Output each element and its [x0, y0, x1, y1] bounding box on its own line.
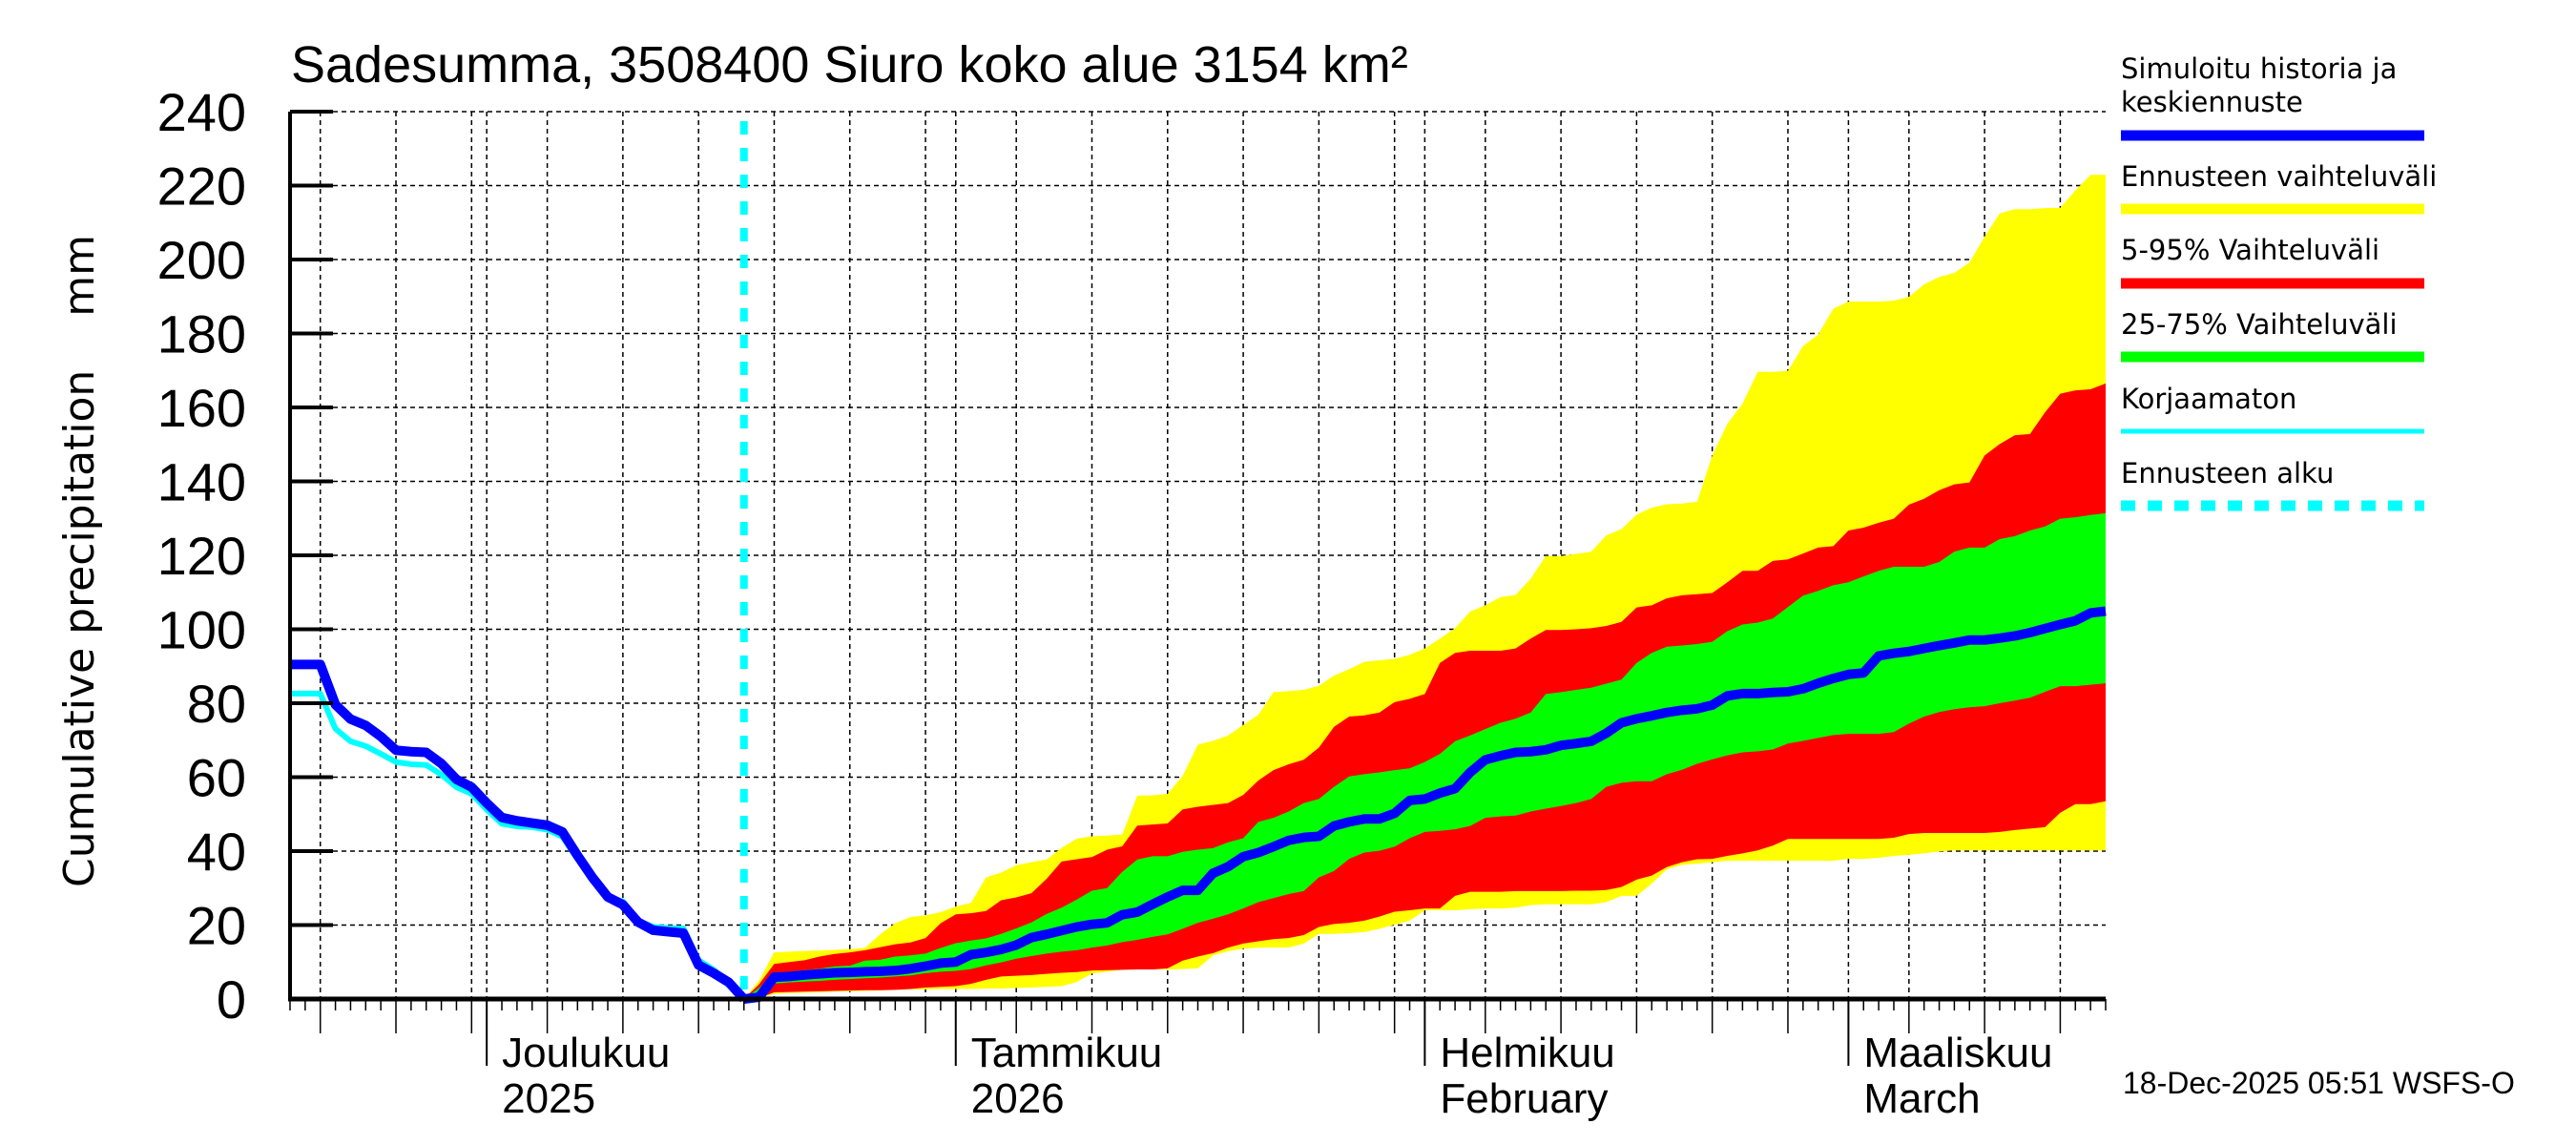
month-label: Maaliskuu	[1863, 1030, 2052, 1076]
y-tick-label: 220	[157, 156, 246, 217]
y-tick-label: 180	[157, 304, 246, 364]
axes	[288, 110, 2107, 1066]
month-sublabel: 2025	[502, 1075, 595, 1122]
legend-label: 5-95% Vaihteluväli	[2121, 234, 2379, 266]
y-tick-label: 140	[157, 452, 246, 512]
month-label: Tammikuu	[971, 1030, 1162, 1076]
series-lines	[290, 121, 2107, 1004]
month-sublabel: 2026	[971, 1075, 1065, 1122]
simulated-history-line	[290, 659, 748, 1003]
p5-95-band	[743, 383, 2106, 999]
y-tick-label: 20	[187, 896, 246, 956]
forecast-median-line	[743, 606, 2107, 1004]
month-sublabel: March	[1863, 1075, 1980, 1122]
y-tick-label: 60	[187, 748, 246, 808]
legend-label: Ennusteen alku	[2121, 457, 2334, 489]
forecast-bands	[743, 175, 2106, 999]
legend-label: Simuloitu historia ja	[2121, 52, 2397, 85]
y-tick-label: 200	[157, 230, 246, 290]
month-label: Joulukuu	[502, 1030, 670, 1076]
legend-label: Korjaamaton	[2121, 383, 2296, 415]
y-tick-label: 120	[157, 526, 246, 586]
p25-75-band	[743, 512, 2106, 999]
legend-label: keskiennuste	[2121, 86, 2303, 118]
legend-label: Ennusteen vaihteluväli	[2121, 160, 2437, 193]
legend-label: 25-75% Vaihteluväli	[2121, 308, 2398, 341]
y-tick-label: 160	[157, 378, 246, 438]
month-sublabel: February	[1440, 1075, 1608, 1122]
y-axis-label: Cumulative precipitation mm	[55, 235, 104, 887]
y-tick-label: 240	[157, 82, 246, 142]
chart-title: Sadesumma, 3508400 Siuro koko alue 3154 …	[291, 36, 1408, 94]
y-tick-label: 80	[187, 674, 246, 734]
timestamp: 18-Dec-2025 05:51 WSFS-O	[2123, 1066, 2515, 1100]
month-label: Helmikuu	[1440, 1030, 1614, 1076]
y-tick-label: 40	[187, 822, 246, 882]
y-tick-label: 100	[157, 600, 246, 660]
y-tick-labels: 0 20 40 60 80 100 120 140 160 180 200 220 240	[157, 82, 246, 1030]
y-tick-label: 0	[217, 969, 246, 1030]
